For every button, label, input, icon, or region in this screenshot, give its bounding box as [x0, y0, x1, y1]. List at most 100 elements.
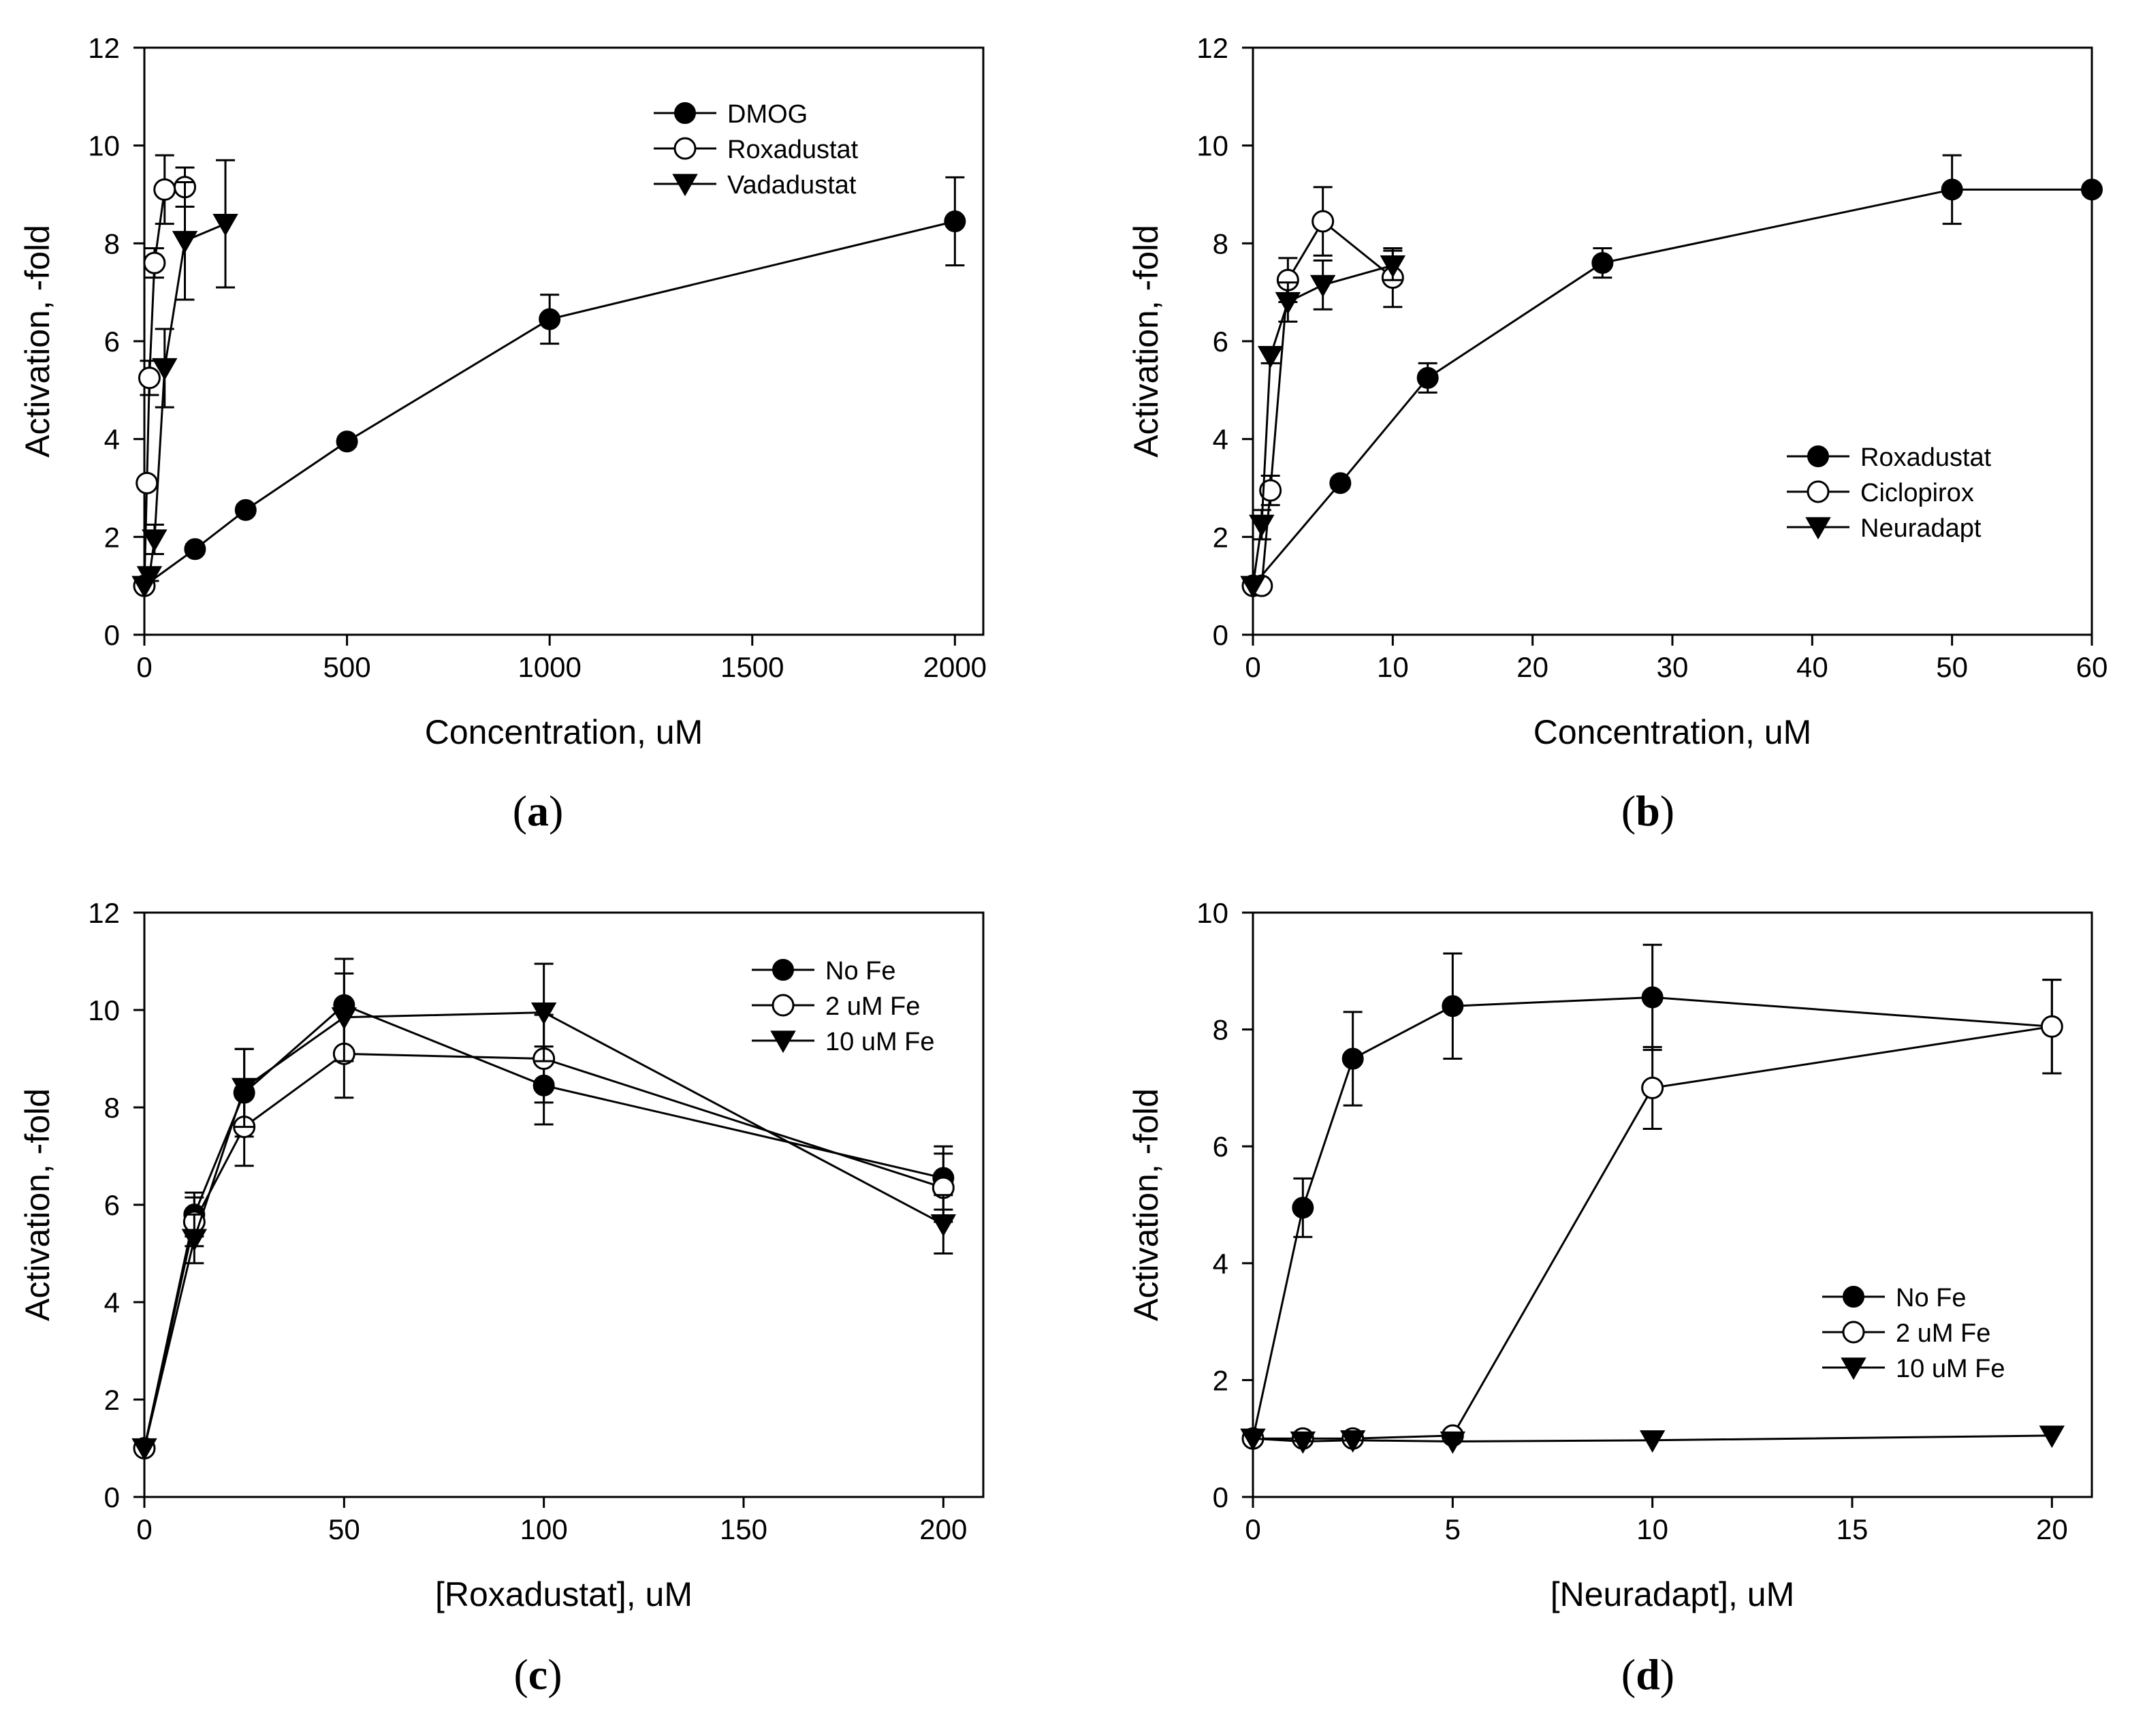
x-tick-label: 150: [720, 1513, 767, 1545]
y-tick-label: 4: [1213, 1248, 1228, 1280]
legend-label: 10 uM Fe: [1896, 1355, 2005, 1383]
y-axis-title: Activation, -fold: [1127, 225, 1165, 458]
y-tick-label: 8: [104, 1092, 120, 1124]
legend-label: No Fe: [1896, 1284, 1966, 1312]
x-axis-title: Concentration, uM: [1533, 713, 1812, 751]
x-axis-title: Concentration, uM: [425, 713, 703, 751]
legend-marker: [673, 137, 697, 160]
y-tick-label: 2: [1213, 521, 1228, 553]
series-line: [143, 1004, 944, 1449]
y-tick-label: 10: [88, 994, 120, 1026]
y-tick-label: 6: [104, 1189, 120, 1221]
data-point: [131, 1438, 157, 1461]
data-point: [153, 178, 176, 201]
y-tick-label: 0: [104, 619, 120, 651]
legend: No Fe 2 uM Fe 10 uM Fe: [752, 957, 935, 1056]
legend: Roxadustat Ciclopirox Neuradapt: [1787, 443, 1992, 543]
y-tick-label: 0: [1213, 619, 1228, 651]
panel-label-letter: d: [1636, 1650, 1660, 1699]
data-point: [181, 1229, 208, 1252]
x-axis-title: [Roxadustat], uM: [435, 1575, 693, 1613]
data-point: [1339, 1430, 1366, 1453]
panel-label-open: (: [513, 787, 527, 835]
data-point: [2081, 178, 2103, 201]
y-tick-label: 10: [1196, 897, 1228, 929]
series-ciclopirox: [1241, 186, 1404, 597]
legend-marker: [674, 102, 696, 124]
panel-label: (a): [513, 787, 564, 835]
data-point: [1440, 1431, 1466, 1454]
legend-marker: [770, 1030, 796, 1054]
legend-label: Roxadustat: [727, 136, 859, 164]
data-point: [1292, 1197, 1314, 1219]
y-tick-label: 4: [1213, 424, 1228, 456]
legend-label: Vadadustat: [727, 171, 857, 200]
data-point: [172, 231, 198, 253]
legend-label: 2 uM Fe: [825, 992, 920, 1021]
panel-label-close: ): [549, 787, 563, 835]
x-tick-label: 15: [1837, 1513, 1869, 1545]
y-tick-label: 2: [104, 1384, 120, 1416]
data-point: [1290, 1431, 1316, 1454]
data-point: [1941, 178, 1963, 201]
series-line: [143, 1052, 944, 1449]
y-tick-label: 12: [88, 32, 120, 64]
series-vadadustat: [131, 159, 238, 599]
data-point: [1641, 1076, 1664, 1099]
legend-label: No Fe: [825, 957, 895, 985]
data-point: [152, 358, 178, 381]
x-tick-label: 30: [1657, 651, 1689, 683]
x-tick-label: 100: [520, 1513, 568, 1545]
data-point: [1639, 1430, 1666, 1453]
data-point: [1309, 274, 1336, 298]
legend-marker: [672, 174, 698, 197]
data-point: [212, 214, 238, 236]
series-line: [1252, 1434, 2052, 1442]
y-tick-label: 0: [104, 1481, 120, 1513]
x-tick-label: 500: [323, 651, 371, 683]
data-point: [331, 1007, 357, 1030]
y-tick-label: 0: [1213, 1481, 1228, 1513]
panel-label-close: ): [547, 1650, 562, 1699]
legend-marker: [1843, 1286, 1864, 1308]
legend-label: 10 uM Fe: [825, 1028, 935, 1056]
data-point: [539, 308, 561, 330]
panel-label: (d): [1621, 1650, 1674, 1699]
legend-marker: [772, 994, 795, 1017]
series-neuradapt: [1240, 249, 1406, 599]
x-tick-label: 1000: [518, 651, 581, 683]
y-tick-label: 8: [1213, 1014, 1228, 1046]
data-point: [1249, 514, 1275, 537]
x-tick-label: 10: [1377, 651, 1409, 683]
y-tick-label: 2: [1213, 1364, 1228, 1396]
legend: No Fe 2 uM Fe 10 uM Fe: [1822, 1284, 2005, 1383]
legend-label: Neuradapt: [1860, 514, 1982, 543]
y-axis-title: Activation, -fold: [18, 1088, 57, 1321]
data-point: [1257, 345, 1284, 368]
data-point: [336, 430, 358, 453]
panel-label-letter: c: [528, 1650, 547, 1699]
panel-label: (c): [513, 1650, 562, 1699]
y-tick-label: 8: [104, 227, 120, 259]
x-tick-label: 40: [1796, 651, 1828, 683]
x-tick-label: 10: [1636, 1513, 1668, 1545]
data-point: [530, 1002, 557, 1025]
y-axis-title: Activation, -fold: [18, 225, 57, 458]
data-point: [1591, 252, 1614, 274]
panel-label-open: (: [1621, 1650, 1636, 1699]
legend: DMOG Roxadustat Vadadustat: [654, 100, 859, 200]
x-tick-label: 20: [2036, 1513, 2068, 1545]
data-point: [234, 499, 257, 521]
panel-label-letter: b: [1636, 787, 1660, 835]
data-point: [1240, 575, 1266, 599]
data-point: [142, 529, 168, 552]
legend-marker: [1807, 480, 1830, 503]
data-point: [1380, 255, 1406, 278]
data-point: [1341, 1047, 1364, 1070]
legend-label: 2 uM Fe: [1896, 1319, 1990, 1348]
data-point: [2040, 1015, 2063, 1038]
data-point: [184, 538, 206, 561]
x-tick-label: 0: [1245, 651, 1260, 683]
legend-marker: [772, 959, 794, 981]
